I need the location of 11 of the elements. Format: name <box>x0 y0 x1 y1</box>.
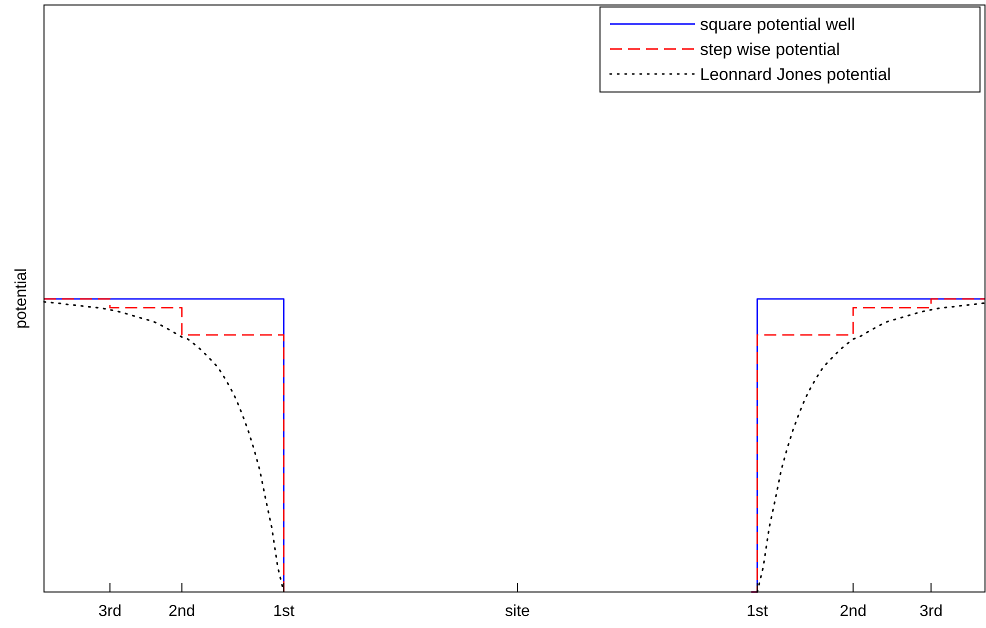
x-tick-label: 2nd <box>840 603 866 620</box>
x-tick-label: 3rd <box>919 603 943 620</box>
x-tick-label: site <box>505 603 530 620</box>
x-tick-label: 3rd <box>98 603 122 620</box>
legend-label: square potential well <box>700 15 855 34</box>
x-tick-label: 2nd <box>168 603 196 620</box>
legend-label: step wise potential <box>700 40 840 59</box>
y-axis-title: potential <box>13 268 30 329</box>
x-tick-label: 1st <box>273 603 295 620</box>
legend-label: Leonnard Jones potential <box>700 65 891 84</box>
x-tick-label: 1st <box>746 603 768 620</box>
